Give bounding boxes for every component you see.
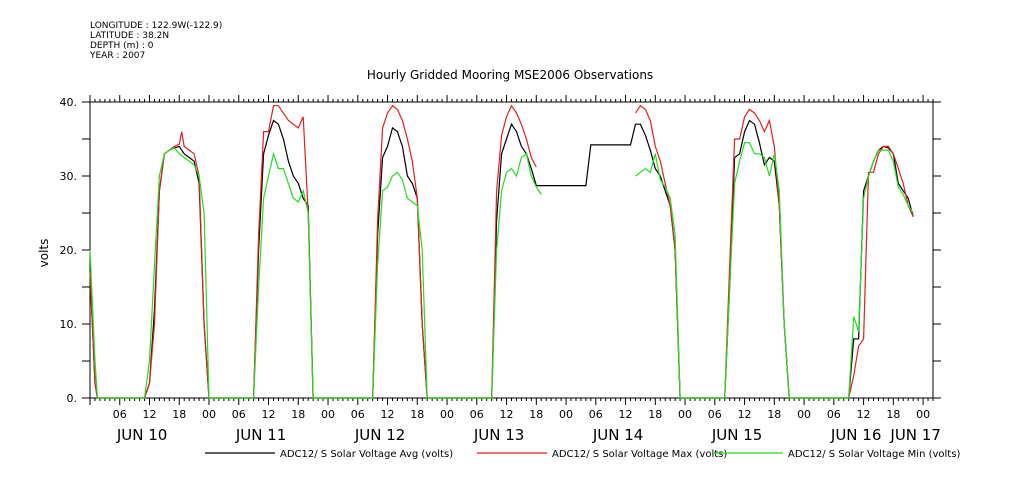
year-text: YEAR : 2007	[90, 51, 146, 61]
x-hour-label: 06	[708, 408, 722, 421]
x-hour-label: 00	[202, 408, 216, 421]
x-hour-label: 18	[529, 408, 543, 421]
x-hour-label: 18	[767, 408, 781, 421]
x-hour-label: 18	[172, 408, 186, 421]
x-hour-label: 12	[500, 408, 514, 421]
x-day-label: JUN 12	[354, 426, 405, 444]
x-hour-label: 06	[351, 408, 365, 421]
series-max	[89, 104, 914, 399]
x-hour-label: 18	[886, 408, 900, 421]
legend-label: ADC12/ S Solar Voltage Max (volts)	[552, 449, 727, 460]
x-hour-label: 06	[589, 408, 603, 421]
longitude-text: LONGITUDE : 122.9W(-122.9)	[90, 21, 223, 31]
x-hour-label: 12	[262, 408, 276, 421]
x-hour-label: 00	[797, 408, 811, 421]
x-day-label: JUN 15	[711, 426, 762, 444]
latitude-text: LATITUDE : 38.2N	[90, 31, 170, 41]
series-layer	[89, 104, 914, 399]
legend: ADC12/ S Solar Voltage Avg (volts) ADC12/…	[205, 449, 960, 460]
y-tick-label: 40.	[60, 96, 78, 109]
x-hour-label: 06	[827, 408, 841, 421]
y-tick-label: 20.	[60, 244, 78, 257]
x-hour-label: 12	[381, 408, 395, 421]
depth-text: DEPTH (m) : 0	[90, 41, 154, 51]
series-line	[634, 104, 914, 399]
x-hour-label: 00	[321, 408, 335, 421]
x-hour-label: 00	[916, 408, 930, 421]
x-axis: 06 12 18 00 06 12 18 00 06 12 18 00 06 12 18 00 06 12 18 00…	[89, 95, 941, 444]
x-hour-label: 00	[440, 408, 454, 421]
series-line	[635, 142, 914, 399]
x-hour-label: 18	[291, 408, 305, 421]
x-day-label: JUN 10	[116, 426, 167, 444]
x-day-label: JUN 17	[889, 426, 940, 444]
x-hour-label: 00	[678, 408, 692, 421]
x-hour-label: 18	[410, 408, 424, 421]
y-tick-label: 30.	[60, 170, 78, 183]
y-tick-label: 0.	[67, 392, 78, 405]
x-hour-label: 12	[143, 408, 157, 421]
chart-title: Hourly Gridded Mooring MSE2006 Observati…	[366, 68, 654, 82]
x-day-label: JUN 13	[473, 426, 524, 444]
x-hour-label: 06	[232, 408, 246, 421]
x-day-label: JUN 14	[592, 426, 643, 444]
y-tick-label: 10.	[60, 318, 78, 331]
x-hour-label: 12	[738, 408, 752, 421]
legend-label: ADC12/ S Solar Voltage Min (volts)	[788, 449, 960, 460]
series-line	[89, 104, 537, 399]
series-line	[89, 119, 914, 399]
y-axis: 0. 10. 20. 30. 40.	[60, 96, 941, 405]
x-hour-label: 12	[857, 408, 871, 421]
x-hour-label: 00	[559, 408, 573, 421]
station-metadata: LONGITUDE : 122.9W(-122.9) LATITUDE : 38…	[90, 21, 222, 61]
x-hour-label: 06	[470, 408, 484, 421]
x-day-label: JUN 11	[235, 426, 286, 444]
x-hour-label: 18	[648, 408, 662, 421]
plot-border	[89, 101, 934, 399]
x-day-label: JUN 16	[830, 426, 881, 444]
legend-label: ADC12/ S Solar Voltage Avg (volts)	[280, 449, 453, 460]
plot-frame	[89, 101, 934, 399]
y-axis-label: volts	[37, 239, 51, 268]
series-avg	[89, 119, 914, 399]
series-min	[89, 142, 914, 399]
series-line	[89, 147, 542, 399]
x-hour-label: 12	[619, 408, 633, 421]
x-hour-label: 06	[113, 408, 127, 421]
